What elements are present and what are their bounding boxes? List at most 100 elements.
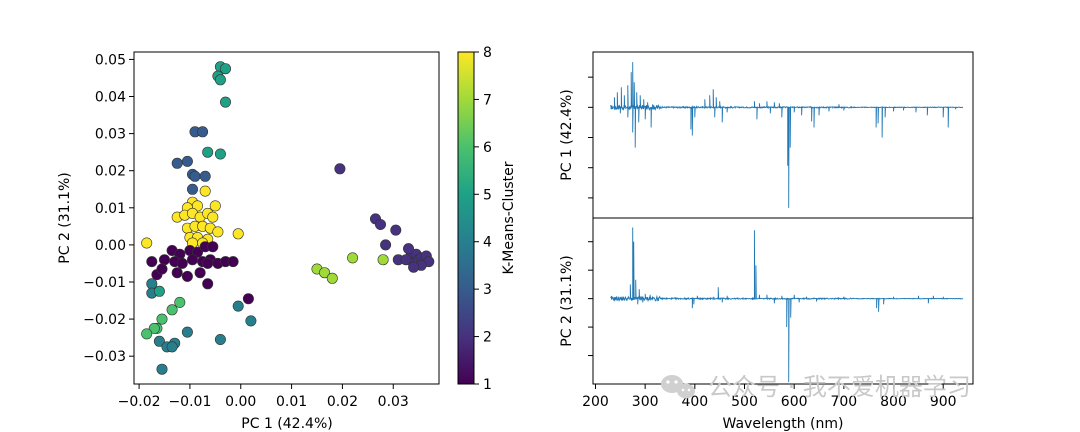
scatter-point <box>153 285 165 297</box>
scatter-x-tick-label: 0.02 <box>327 394 358 410</box>
spectra-x-tick-label: 300 <box>632 394 659 410</box>
colorbar-tick-label: 8 <box>483 45 492 61</box>
pc1-plot-frame <box>592 51 974 219</box>
spectra-x-tick-label: 500 <box>731 394 758 410</box>
scatter-x-tick-label: −0.02 <box>118 394 161 410</box>
scatter-point <box>166 304 178 316</box>
scatter-point <box>146 278 158 290</box>
scatter-plot: −0.02 −0.01 0.00 0.01 0.02 0.03 −0.03 −0.02 −0.… <box>57 45 517 432</box>
scatter-point <box>159 254 171 266</box>
scatter-point <box>181 155 193 167</box>
scatter-point <box>220 63 232 75</box>
scatter-point <box>141 328 153 340</box>
pc2-y-axis-label: PC 2 (31.1%) <box>559 255 575 346</box>
scatter-y-tick-label: −0.01 <box>83 275 126 291</box>
pc2-loading-line <box>610 227 964 383</box>
scatter-point <box>181 270 193 282</box>
scatter-y-tick-label: −0.03 <box>83 349 126 365</box>
scatter-x-axis-label: PC 1 (42.4%) <box>241 416 332 432</box>
scatter-y-tick-label: 0.05 <box>95 52 126 68</box>
colorbar-tick-label: 2 <box>483 330 492 346</box>
scatter-point <box>209 200 221 212</box>
colorbar-tick-label: 1 <box>483 377 492 393</box>
scatter-point <box>199 170 211 182</box>
colorbar <box>457 51 475 385</box>
scatter-point <box>153 335 165 347</box>
scatter-point <box>380 239 392 251</box>
scatter-point <box>148 322 160 334</box>
scatter-point <box>174 296 186 308</box>
scatter-point <box>319 267 331 279</box>
spectra-x-axis-label: Wavelength (nm) <box>723 416 844 432</box>
scatter-point <box>220 96 232 108</box>
scatter-point <box>166 341 178 353</box>
scatter-point <box>187 183 199 195</box>
colorbar-tick-label: 6 <box>483 140 492 156</box>
scatter-point <box>227 256 239 268</box>
colorbar-label: K-Means-Cluster <box>501 161 517 274</box>
scatter-y-axis-label: PC 2 (31.1%) <box>57 172 73 263</box>
colorbar-tick-label: 7 <box>483 92 492 108</box>
spectra-x-tick-label: 700 <box>830 394 857 410</box>
scatter-point <box>402 243 414 255</box>
scatter-plot-frame <box>133 51 440 385</box>
scatter-y-tick-label: 0.03 <box>95 127 126 143</box>
scatter-y-tick-label: −0.02 <box>83 312 126 328</box>
scatter-point <box>171 157 183 169</box>
scatter-point <box>245 315 257 327</box>
scatter-point <box>390 224 402 236</box>
scatter-point <box>156 313 168 325</box>
scatter-point <box>374 219 386 231</box>
scatter-point <box>187 254 199 266</box>
scatter-point <box>232 228 244 240</box>
scatter-point <box>242 293 254 305</box>
scatter-point <box>400 254 412 266</box>
scatter-x-tick-label: −0.01 <box>168 394 211 410</box>
scatter-x-tick-label: 0.00 <box>225 394 256 410</box>
scatter-point <box>232 300 244 312</box>
scatter-point <box>207 241 219 253</box>
scatter-point <box>202 146 214 158</box>
scatter-point <box>214 74 226 86</box>
scatter-y-tick-label: 0.00 <box>95 238 126 254</box>
scatter-x-tick-label: 0.03 <box>378 394 409 410</box>
spectra-x-tick-label: 600 <box>781 394 808 410</box>
scatter-point <box>334 163 346 175</box>
spectra-x-tick-label: 200 <box>582 394 609 410</box>
loadings-spectra: 200 300 400 500 600 700 800 900 Wavelength (nm)… <box>559 51 974 432</box>
scatter-y-tick-label: 0.01 <box>95 201 126 217</box>
colorbar-tick-label: 4 <box>483 235 492 251</box>
scatter-point <box>181 326 193 338</box>
watermark: 公众号 · 我不爱机器学习 <box>661 373 971 401</box>
colorbar-tick-label: 3 <box>483 282 492 298</box>
scatter-point <box>141 237 153 249</box>
scatter-x-tick-label: 0.01 <box>276 394 307 410</box>
scatter-point <box>156 263 168 275</box>
scatter-y-tick-label: 0.04 <box>95 90 126 106</box>
scatter-point <box>202 278 214 290</box>
spectra-x-tick-label: 900 <box>930 394 957 410</box>
scatter-point <box>408 261 420 273</box>
scatter-point <box>202 257 214 269</box>
scatter-point <box>189 170 201 182</box>
scatter-point <box>212 226 224 238</box>
scatter-point <box>347 252 359 264</box>
scatter-point <box>377 254 389 266</box>
scatter-point <box>171 267 183 279</box>
colorbar-tick-label: 5 <box>483 187 492 203</box>
scatter-point <box>214 148 226 160</box>
pc1-loading-line <box>610 62 964 208</box>
scatter-point <box>197 126 209 138</box>
pc2-plot-frame <box>592 217 974 385</box>
scatter-point <box>199 185 211 197</box>
scatter-point <box>214 333 226 345</box>
scatter-point <box>156 363 168 375</box>
scatter-point <box>326 272 338 284</box>
scatter-point <box>194 267 206 279</box>
watermark-text: 公众号 · 我不爱机器学习 <box>708 373 971 401</box>
wechat-icon <box>661 375 695 399</box>
scatter-y-tick-label: 0.02 <box>95 164 126 180</box>
spectra-x-tick-label: 800 <box>880 394 907 410</box>
scatter-point <box>207 211 219 223</box>
